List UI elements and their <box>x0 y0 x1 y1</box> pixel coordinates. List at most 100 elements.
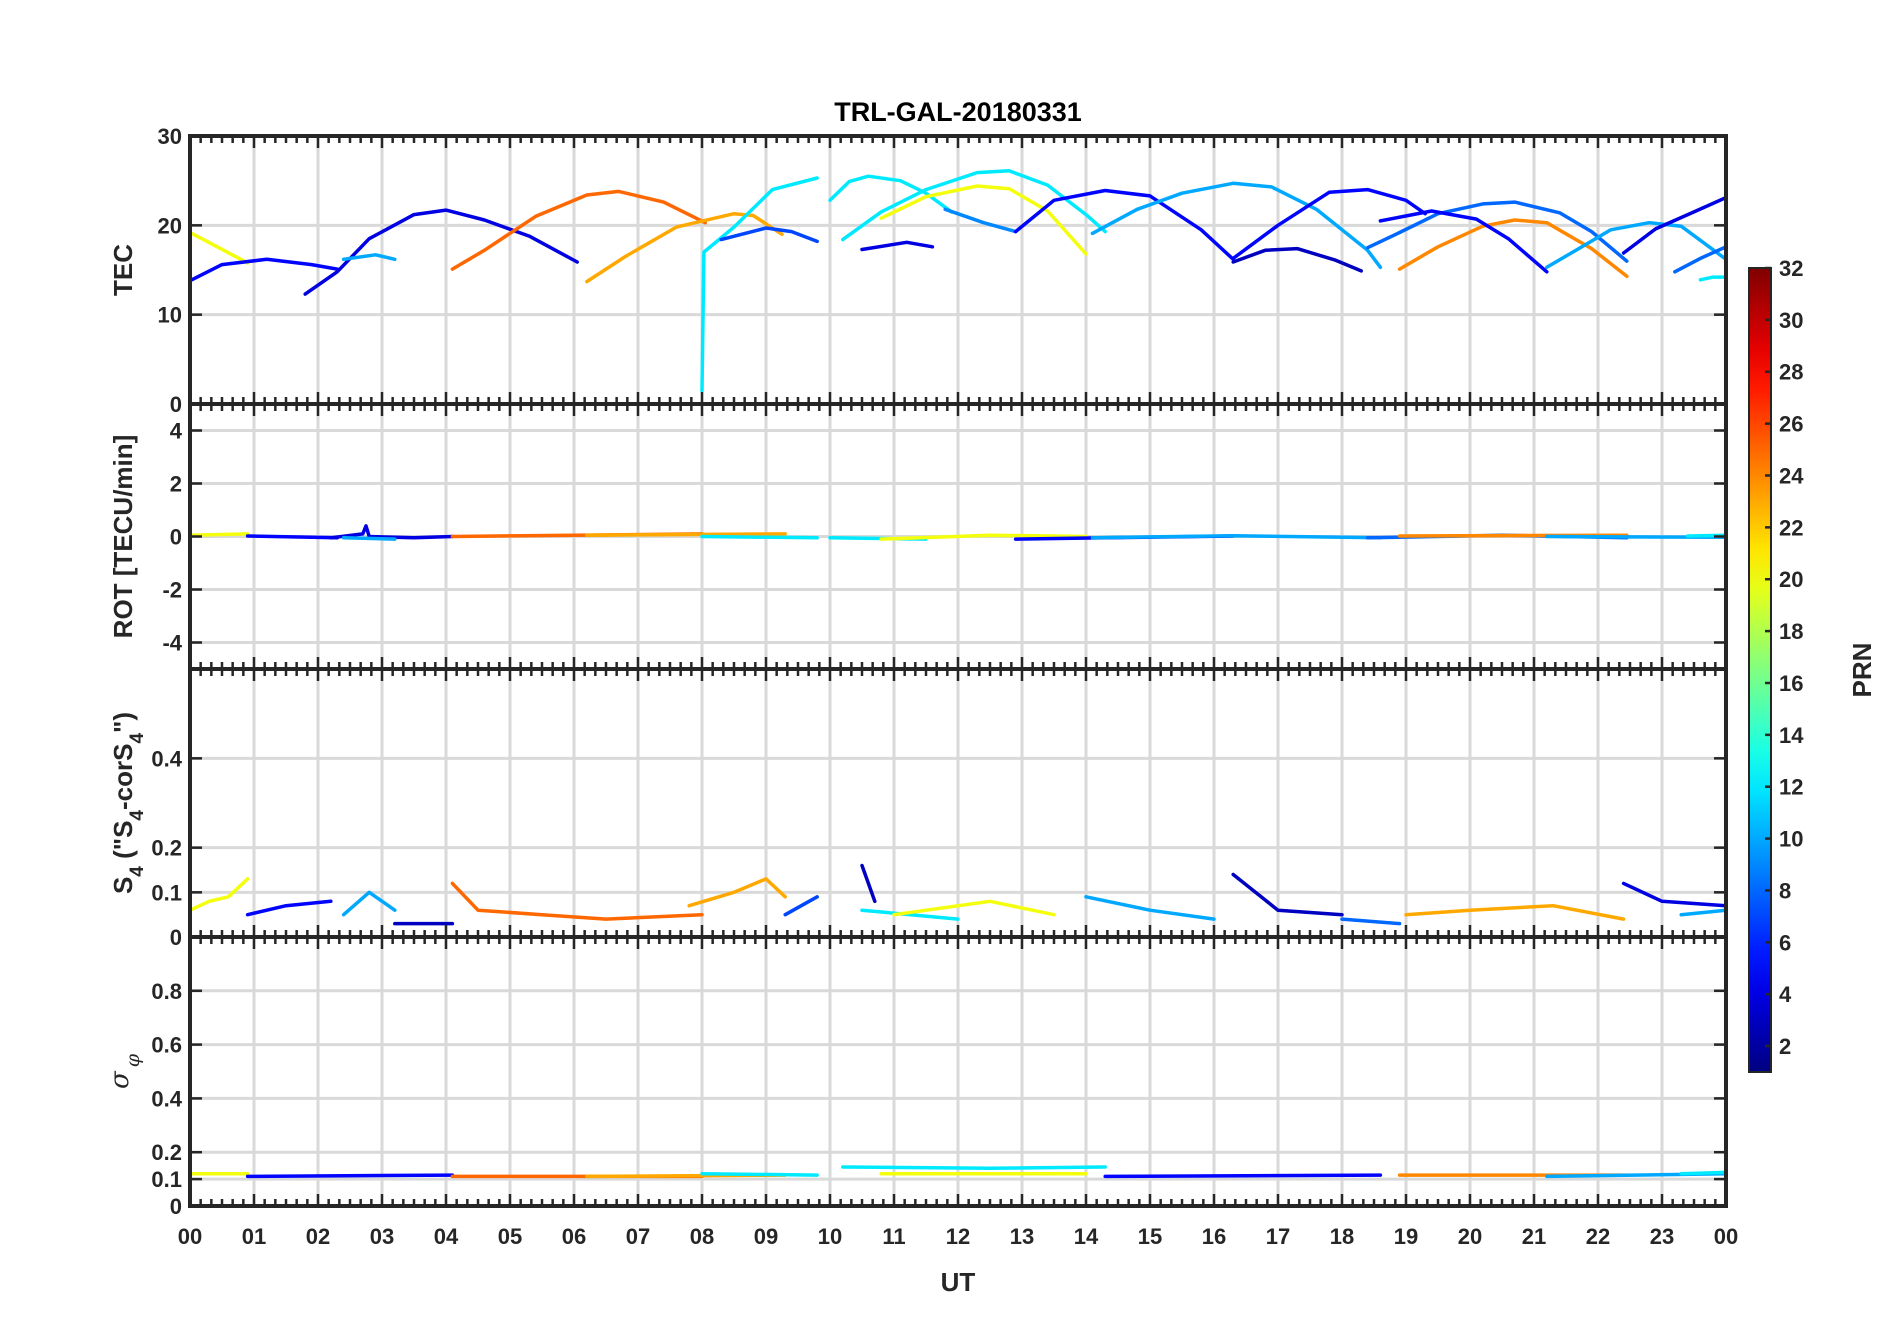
series-line-tec-prn-4-2 <box>303 208 579 296</box>
colorbar-tick-label: 4 <box>1779 982 1792 1007</box>
y-tick-label-s4: 0.4 <box>151 746 182 771</box>
series-line-sigma_phi-prn-12-5 <box>841 1165 1107 1171</box>
series-line-s4-prn-7-6 <box>783 895 819 917</box>
y-tick-label-tec: 0 <box>170 392 182 417</box>
y-tick-label-s4: 0.1 <box>151 880 182 905</box>
series-line-tec-prn-20-0 <box>190 230 250 265</box>
series-group-sigma_phi <box>190 1165 1726 1179</box>
colorbar-tick-label: 8 <box>1779 878 1791 903</box>
chart-title: TRL-GAL-20180331 <box>834 97 1082 127</box>
series-line-s4-prn-8-12 <box>1340 917 1402 926</box>
series-line-tec-prn-9-12 <box>943 207 1018 234</box>
series-line-tec-prn-10-14 <box>1090 181 1383 270</box>
series-line-s4-prn-10-2 <box>341 890 397 917</box>
series-group-tec <box>190 169 1726 393</box>
y-tick-label-tec: 10 <box>158 303 182 328</box>
colorbar-tick-label: 24 <box>1779 463 1804 488</box>
x-tick-label: 21 <box>1522 1224 1546 1249</box>
series-line-tec-prn-7-7 <box>719 226 819 244</box>
x-tick-label: 13 <box>1010 1224 1034 1249</box>
series-line-rot-prn-20-8 <box>879 533 1088 541</box>
x-axis-label: UT <box>941 1267 976 1297</box>
series-line-tec-prn-5-13 <box>1013 188 1235 262</box>
series-line-rot-prn-5-1 <box>245 534 339 540</box>
series-line-tec-prn-5-16 <box>1231 187 1427 261</box>
panel-rot: -4 -2 0 2 4 ROT [TECU/min] <box>108 402 1728 671</box>
series-group-rot <box>190 524 1726 541</box>
series-line-tec-prn-5-1 <box>190 257 339 283</box>
series-line-tec-prn-10-3 <box>341 253 397 262</box>
series-line-rot-prn-10-10 <box>1090 533 1383 540</box>
y-tick-label-sigma_phi: 0 <box>170 1194 182 1219</box>
x-tick-label: 05 <box>498 1224 522 1249</box>
series-line-tec-prn-4-21 <box>1621 195 1726 255</box>
colorbar-tick-label: 6 <box>1779 930 1791 955</box>
x-tick-label: 08 <box>690 1224 714 1249</box>
series-line-rot-prn-20-0 <box>190 532 250 537</box>
x-tick-label: 19 <box>1394 1224 1418 1249</box>
colorbar-tick-label: 30 <box>1779 308 1803 333</box>
y-tick-label-rot: 2 <box>170 472 182 497</box>
y-tick-label-s4: 0 <box>170 925 182 950</box>
y-tick-label-sigma_phi: 0.8 <box>151 979 182 1004</box>
x-tick-label: 10 <box>818 1224 842 1249</box>
series-line-rot-prn-4-2 <box>329 524 455 540</box>
colorbar-tick-label: 10 <box>1779 827 1803 852</box>
x-tick-label: 20 <box>1458 1224 1482 1249</box>
x-tick-label: 14 <box>1074 1224 1099 1249</box>
series-line-tec-prn-3-15 <box>1231 246 1363 273</box>
colorbar-tick-label: 22 <box>1779 515 1803 540</box>
colorbar-gradient <box>1749 268 1771 1072</box>
x-tick-label: 17 <box>1266 1224 1290 1249</box>
series-line-s4-prn-5-1 <box>245 899 333 917</box>
series-line-sigma_phi-prn-5-1 <box>245 1173 455 1179</box>
panel-sigma_phi: 00.10.2 0.4 0.6 0.8 σφ <box>105 935 1728 1219</box>
y-tick-label-sigma_phi: 0.4 <box>151 1086 182 1111</box>
x-tick-label: 00 <box>178 1224 202 1249</box>
series-line-rot-prn-12-6 <box>700 534 819 540</box>
series-line-tec-prn-8-17 <box>1365 200 1629 263</box>
y-tick-label-sigma_phi: 0.2 <box>151 1140 182 1165</box>
y-axis-label-sigma_phi: σφ <box>105 1053 144 1089</box>
x-tick-label: 04 <box>434 1224 459 1249</box>
y-axis-label-rot: ROT [TECU/min] <box>108 435 138 639</box>
series-line-s4-prn-3-11 <box>1231 872 1344 917</box>
colorbar-tick-label: 2 <box>1779 1034 1791 1059</box>
series-line-s4-prn-12-8 <box>860 908 960 921</box>
colorbar-tick-label: 28 <box>1779 360 1803 385</box>
y-axis-label-tec: TEC <box>108 244 138 296</box>
series-line-tec-prn-12-23 <box>1698 275 1726 282</box>
x-tick-label: 07 <box>626 1224 650 1249</box>
x-tick-label: 12 <box>946 1224 970 1249</box>
series-line-tec-prn-25-4 <box>450 189 707 271</box>
series-line-rot-prn-10-3 <box>341 536 397 541</box>
series-line-s4-prn-10-15 <box>1679 908 1726 917</box>
series-line-s4-prn-23-13 <box>1404 903 1626 921</box>
series-line-s4-prn-3-7 <box>860 863 877 904</box>
colorbar-tick-label: 26 <box>1779 412 1803 437</box>
series-line-tec-prn-8-22 <box>1673 245 1726 274</box>
x-tick-label: 06 <box>562 1224 586 1249</box>
series-line-tec-prn-12-6 <box>700 176 819 393</box>
x-tick-label: 03 <box>370 1224 394 1249</box>
y-tick-label-rot: 0 <box>170 525 182 550</box>
colorbar-tick-label: 20 <box>1779 567 1803 592</box>
x-tick-label: 15 <box>1138 1224 1162 1249</box>
series-line-s4-prn-10-10 <box>1084 895 1216 921</box>
colorbar-tick-label: 16 <box>1779 671 1803 696</box>
x-tick-label: 18 <box>1330 1224 1354 1249</box>
x-tick-label: 01 <box>242 1224 266 1249</box>
series-line-sigma_phi-prn-12-4 <box>700 1171 819 1177</box>
x-tick-label: 22 <box>1586 1224 1610 1249</box>
y-tick-label-s4: 0.2 <box>151 836 182 861</box>
series-line-sigma_phi-prn-12-10 <box>1679 1170 1726 1176</box>
y-tick-label-tec: 20 <box>158 213 182 238</box>
y-tick-label-rot: -4 <box>162 631 182 656</box>
colorbar-tick-label: 18 <box>1779 619 1803 644</box>
series-line-s4-prn-23-5 <box>687 877 787 908</box>
colorbar-tick-label: 12 <box>1779 775 1803 800</box>
x-tick-label: 11 <box>882 1224 905 1249</box>
x-tick-label: 16 <box>1202 1224 1226 1249</box>
panel-tec: 0 10 20 30 TEC <box>108 124 1728 417</box>
